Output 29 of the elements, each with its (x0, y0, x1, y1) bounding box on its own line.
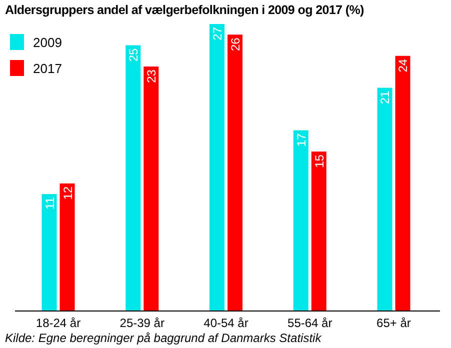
x-tick-label: 65+ år (376, 316, 411, 330)
x-tick-label: 25-39 år (120, 316, 164, 330)
bar (395, 56, 410, 311)
bar (311, 152, 326, 311)
bar (293, 130, 308, 311)
data-label: 17 (294, 132, 308, 147)
x-tick-label: 40-54 år (204, 316, 248, 330)
data-label: 12 (60, 186, 75, 200)
bar (126, 45, 141, 311)
data-label: 23 (144, 69, 159, 83)
x-tick-label: 18-24 år (36, 316, 81, 330)
data-label: 25 (126, 48, 141, 62)
text: Kilde: Egne beregninger på baggrund af Danmarks Statistik (5, 331, 322, 345)
legend-label: 2009 (33, 35, 62, 50)
data-label: 11 (42, 196, 57, 210)
x-tick-label: 55-64 år (288, 316, 332, 330)
data-label: 27 (210, 26, 224, 40)
bar (42, 194, 57, 311)
bar (144, 66, 159, 311)
bar (377, 88, 392, 311)
data-label: 21 (378, 90, 392, 104)
chart-title: Aldersgruppers andel af vælgerbefolkningen i 2009 og 2017 (%) (5, 3, 364, 17)
bar (228, 34, 242, 311)
data-label: 26 (228, 37, 242, 51)
bar (60, 183, 75, 311)
bar (210, 24, 224, 311)
data-label: 24 (396, 58, 410, 72)
legend-label: 2017 (33, 61, 62, 76)
data-label: 15 (312, 154, 326, 168)
